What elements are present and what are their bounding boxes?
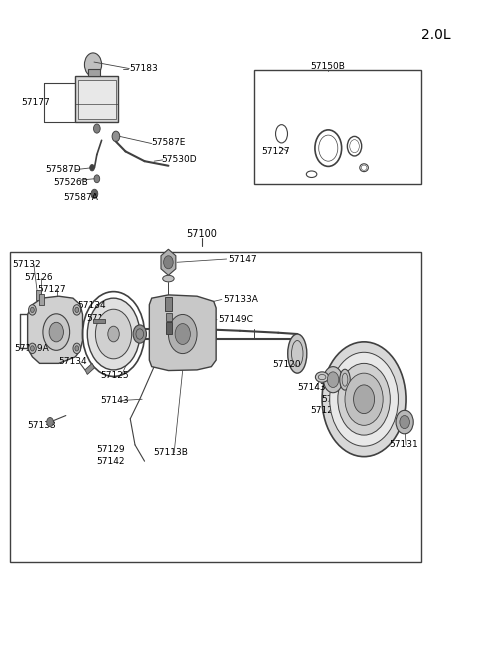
Circle shape — [133, 325, 146, 343]
Bar — [166, 313, 172, 321]
Text: 57130B: 57130B — [321, 395, 356, 403]
Circle shape — [75, 346, 79, 351]
Text: 57183: 57183 — [129, 64, 158, 73]
Circle shape — [49, 322, 63, 342]
Circle shape — [322, 342, 406, 457]
Circle shape — [112, 131, 120, 141]
Circle shape — [96, 309, 132, 359]
Circle shape — [84, 53, 102, 77]
Text: 57587E: 57587E — [152, 138, 186, 147]
Circle shape — [108, 326, 119, 342]
Bar — [78, 80, 116, 119]
Circle shape — [43, 314, 70, 350]
Text: 57526B: 57526B — [53, 178, 88, 187]
Text: 57120: 57120 — [272, 360, 300, 369]
Circle shape — [29, 305, 36, 315]
Circle shape — [354, 385, 374, 413]
Text: 57115: 57115 — [86, 314, 115, 323]
Circle shape — [47, 417, 53, 426]
Circle shape — [87, 298, 140, 370]
Ellipse shape — [340, 369, 350, 390]
Bar — [94, 319, 106, 323]
Text: 57587D: 57587D — [45, 165, 81, 174]
Circle shape — [91, 189, 98, 198]
Text: 57129: 57129 — [96, 445, 124, 454]
Polygon shape — [85, 364, 95, 375]
Text: 57125: 57125 — [101, 371, 129, 380]
Text: 57127: 57127 — [262, 147, 290, 156]
Ellipse shape — [315, 372, 329, 383]
Text: 57128: 57128 — [363, 416, 392, 424]
Text: 57131: 57131 — [389, 440, 418, 449]
Text: 57177: 57177 — [22, 98, 50, 107]
Text: 57147: 57147 — [228, 255, 257, 263]
Circle shape — [94, 124, 100, 133]
Circle shape — [345, 373, 383, 425]
Text: 57133: 57133 — [28, 421, 56, 430]
Polygon shape — [28, 296, 83, 364]
Circle shape — [29, 343, 36, 354]
Ellipse shape — [288, 334, 307, 373]
Text: 57134: 57134 — [59, 357, 87, 366]
Polygon shape — [149, 295, 216, 371]
Circle shape — [168, 314, 197, 354]
Text: 57530D: 57530D — [161, 155, 197, 164]
Circle shape — [330, 352, 398, 446]
Text: 57127: 57127 — [37, 285, 66, 294]
Ellipse shape — [163, 275, 174, 282]
Text: 57133A: 57133A — [223, 295, 258, 304]
Text: 57149A: 57149A — [15, 344, 49, 353]
Circle shape — [396, 410, 413, 434]
Circle shape — [327, 372, 339, 388]
Circle shape — [31, 307, 34, 312]
Bar — [36, 290, 40, 300]
Bar — [254, 70, 421, 184]
Text: 57587A: 57587A — [63, 193, 98, 202]
Text: 57150B: 57150B — [311, 62, 346, 71]
Bar — [10, 252, 421, 562]
Circle shape — [31, 346, 34, 351]
Text: 57143: 57143 — [101, 396, 129, 405]
Polygon shape — [161, 250, 176, 275]
Circle shape — [73, 305, 81, 315]
Bar — [165, 297, 172, 311]
Text: 57113B: 57113B — [153, 448, 188, 457]
Text: 57132: 57132 — [12, 260, 40, 269]
Bar — [88, 69, 100, 77]
Text: 57149C: 57149C — [218, 315, 253, 324]
Circle shape — [324, 367, 343, 393]
Text: 57142: 57142 — [96, 457, 124, 466]
Text: 2.0L: 2.0L — [421, 28, 451, 43]
Circle shape — [75, 307, 79, 312]
Circle shape — [400, 415, 409, 428]
Bar — [166, 322, 172, 334]
Circle shape — [175, 324, 191, 345]
Circle shape — [94, 175, 100, 183]
Bar — [75, 77, 118, 122]
Text: 57126: 57126 — [24, 273, 53, 282]
Circle shape — [73, 343, 81, 354]
Circle shape — [338, 364, 390, 435]
Text: 57134: 57134 — [78, 301, 107, 310]
Text: 57124: 57124 — [97, 325, 125, 334]
Bar — [39, 294, 44, 305]
Circle shape — [164, 255, 173, 269]
Text: 57100: 57100 — [186, 229, 217, 239]
Text: 57123: 57123 — [311, 407, 339, 415]
Circle shape — [90, 164, 95, 171]
Text: 57143B: 57143B — [297, 383, 332, 392]
